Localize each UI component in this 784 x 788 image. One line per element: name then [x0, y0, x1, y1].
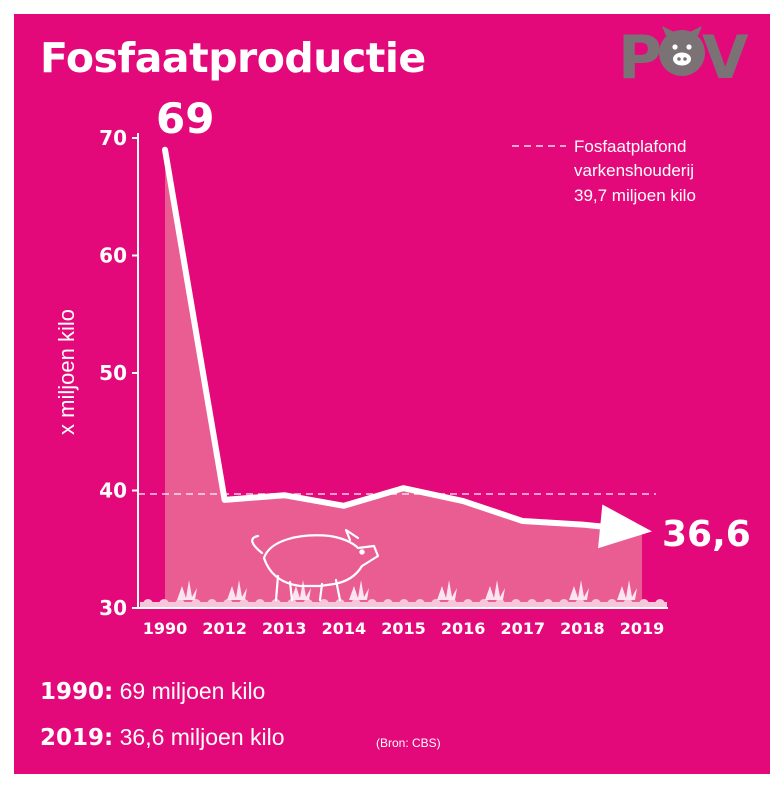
grass-tuft: [349, 580, 369, 600]
start-value-label: 69: [156, 94, 214, 143]
x-tick-label: 2013: [262, 619, 307, 638]
ground-bump: [415, 599, 425, 609]
ground-bump: [399, 599, 409, 609]
ground-decoration: [140, 580, 667, 609]
reference-label-line-2: varkenshouderij: [574, 161, 694, 180]
x-tick-label: 2018: [560, 619, 605, 638]
ground-bump: [623, 599, 633, 609]
svg-text:P: P: [618, 23, 662, 84]
x-tick-label: 2012: [202, 619, 247, 638]
ground-bump: [575, 599, 585, 609]
pov-logo: P V: [618, 23, 749, 84]
y-tick-label: 50: [99, 361, 127, 385]
ground-bump: [639, 599, 649, 609]
ground-bump: [303, 599, 313, 609]
ground-bump: [655, 599, 665, 609]
ground-bump: [335, 599, 345, 609]
reference-label-line-3: 39,7 miljoen kilo: [574, 186, 696, 205]
page-title: Fosfaatproductie: [40, 34, 426, 82]
y-tick-label: 30: [99, 596, 127, 620]
end-value-label: 36,6: [662, 514, 751, 555]
series-line: [162, 146, 604, 530]
svg-text:V: V: [702, 23, 749, 84]
pig-face-icon: [659, 26, 705, 76]
grass-tuft: [617, 580, 637, 600]
ground-bump: [271, 599, 281, 609]
ground-bump: [367, 599, 377, 609]
ground-bump: [319, 599, 329, 609]
ground-bump: [143, 599, 153, 609]
ground-bump: [159, 599, 169, 609]
ground-bump: [287, 599, 297, 609]
series-area: [165, 149, 642, 608]
x-tick-label: 2019: [620, 619, 665, 638]
footer-1990-year: 1990:: [40, 679, 114, 705]
grass-tuft: [177, 580, 197, 600]
grass-tuft: [569, 580, 589, 600]
x-tick-label: 2016: [441, 619, 486, 638]
ground-bump: [607, 599, 617, 609]
grass-tuft: [291, 580, 311, 600]
x-tick-label: 2015: [381, 619, 426, 638]
footer-2019: 2019: 36,6 miljoen kilo: [40, 724, 285, 751]
ground-bump: [239, 599, 249, 609]
grass-tuft: [227, 580, 247, 600]
source-note: (Bron: CBS): [376, 736, 441, 750]
infographic-panel: [14, 14, 770, 774]
reference-label-line-1: Fosfaatplafond: [574, 137, 686, 156]
ground-bump: [383, 599, 393, 609]
x-tick-label: 2014: [322, 619, 367, 638]
ground-bump: [511, 599, 521, 609]
x-tick-label: 2017: [500, 619, 545, 638]
ground-bump: [543, 599, 553, 609]
ground-bump: [431, 599, 441, 609]
pig-illustration: [251, 528, 380, 602]
reference-legend: Fosfaatplafond varkenshouderij 39,7 milj…: [512, 137, 696, 205]
x-tick-label: 1990: [143, 619, 188, 638]
grass-tuft: [485, 580, 505, 600]
ground-bump: [559, 599, 569, 609]
footer-1990-value: 69 miljoen kilo: [119, 678, 266, 704]
footer-2019-value: 36,6 miljoen kilo: [119, 724, 285, 750]
ground-bump: [527, 599, 537, 609]
ground-bump: [191, 599, 201, 609]
y-tick-label: 60: [99, 244, 127, 268]
ground-bump: [223, 599, 233, 609]
ground-bump: [447, 599, 457, 609]
ground-bump: [463, 599, 473, 609]
grass-tuft: [437, 580, 457, 600]
ground-bump: [351, 599, 361, 609]
ground-bump: [591, 599, 601, 609]
footer-1990: 1990: 69 miljoen kilo: [40, 678, 265, 705]
y-axis-label: x miljoen kilo: [54, 309, 79, 435]
ground-bump: [255, 599, 265, 609]
footer-2019-year: 2019:: [40, 725, 114, 751]
ground-bump: [479, 599, 489, 609]
y-tick-label: 40: [99, 479, 127, 503]
series-arrowhead: [598, 504, 652, 549]
y-tick-label: 70: [99, 126, 127, 150]
ground-bump: [207, 599, 217, 609]
ground-bump: [175, 599, 185, 609]
ground-bump: [495, 599, 505, 609]
